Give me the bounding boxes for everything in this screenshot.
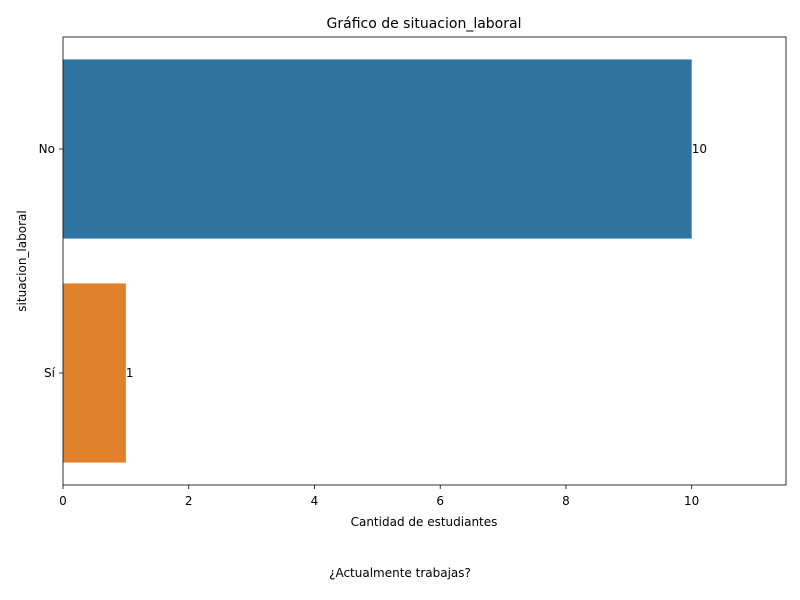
bars-group bbox=[63, 59, 692, 463]
chart-title: Gráfico de situacion_laboral bbox=[327, 16, 522, 32]
bar-1 bbox=[63, 283, 126, 463]
chart-caption: ¿Actualmente trabajas? bbox=[329, 566, 471, 580]
x-tick-label-4: 8 bbox=[562, 494, 570, 508]
x-tick-label-3: 6 bbox=[436, 494, 444, 508]
x-ticks-group: 0 2 4 6 8 10 bbox=[59, 485, 699, 508]
bar-value-label-0: 10 bbox=[692, 142, 707, 156]
bar-labels-group: 10 1 bbox=[126, 142, 707, 380]
x-axis-label: Cantidad de estudiantes bbox=[351, 515, 498, 529]
x-tick-label-5: 10 bbox=[684, 494, 699, 508]
y-tick-label-0: No bbox=[39, 142, 55, 156]
y-ticks-group: No Sí bbox=[39, 142, 63, 380]
bar-value-label-1: 1 bbox=[126, 366, 134, 380]
x-tick-label-0: 0 bbox=[59, 494, 67, 508]
x-tick-label-2: 4 bbox=[311, 494, 319, 508]
y-axis-label: situacion_laboral bbox=[15, 210, 29, 311]
y-tick-label-1: Sí bbox=[44, 366, 56, 380]
plot-frame bbox=[62, 36, 787, 486]
bar-0 bbox=[63, 59, 692, 239]
x-tick-label-1: 2 bbox=[185, 494, 193, 508]
